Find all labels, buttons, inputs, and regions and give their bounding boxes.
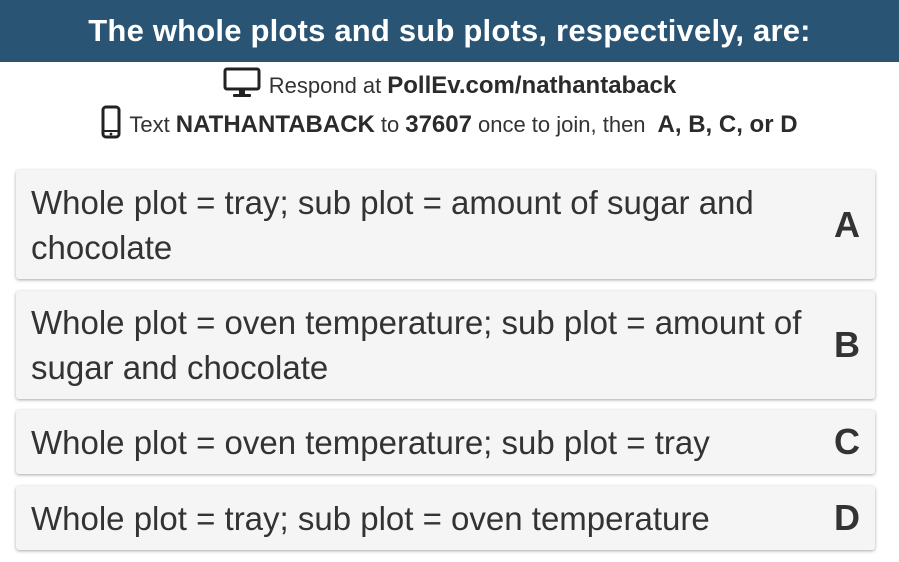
- poll-option-a[interactable]: Whole plot = tray; sub plot = amount of …: [16, 170, 875, 279]
- poll-header: The whole plots and sub plots, respectiv…: [0, 0, 899, 62]
- poll-option-letter: D: [834, 497, 860, 538]
- sms-number: 37607: [405, 111, 472, 138]
- poll-option-text: Whole plot = tray; sub plot = oven tempe…: [31, 499, 710, 537]
- poll-option-letter: C: [834, 421, 860, 462]
- sms-to: to: [380, 112, 400, 137]
- sms-keyword: NATHANTABACK: [175, 111, 375, 138]
- poll-option-text: Whole plot = oven temperature; sub plot …: [31, 304, 802, 386]
- sms-middle-text: once to join, then: [477, 112, 646, 137]
- web-response-instruction: Respond at PollEv.com/nathantaback: [0, 67, 899, 105]
- poll-option-letter: A: [834, 203, 860, 245]
- poll-option-d[interactable]: Whole plot = tray; sub plot = oven tempe…: [16, 486, 875, 550]
- poll-option-text: Whole plot = oven temperature; sub plot …: [31, 423, 710, 461]
- sms-choices: A, B, C, or D: [657, 111, 798, 138]
- poll-question-title: The whole plots and sub plots, respectiv…: [88, 13, 811, 48]
- poll-option-b[interactable]: Whole plot = oven temperature; sub plot …: [16, 291, 875, 399]
- sms-response-instruction: Text NATHANTABACK to 37607 once to join,…: [0, 105, 899, 145]
- poll-option-letter: B: [834, 324, 860, 365]
- poll-option-c[interactable]: Whole plot = oven temperature; sub plot …: [16, 410, 875, 474]
- monitor-icon: [223, 67, 261, 105]
- phone-icon: [101, 105, 121, 145]
- poll-option-text: Whole plot = tray; sub plot = amount of …: [31, 183, 754, 266]
- sms-prefix: Text: [129, 112, 170, 137]
- web-response-prefix: Respond at: [268, 73, 382, 98]
- poll-url-link[interactable]: PollEv.com/nathantaback: [387, 72, 677, 99]
